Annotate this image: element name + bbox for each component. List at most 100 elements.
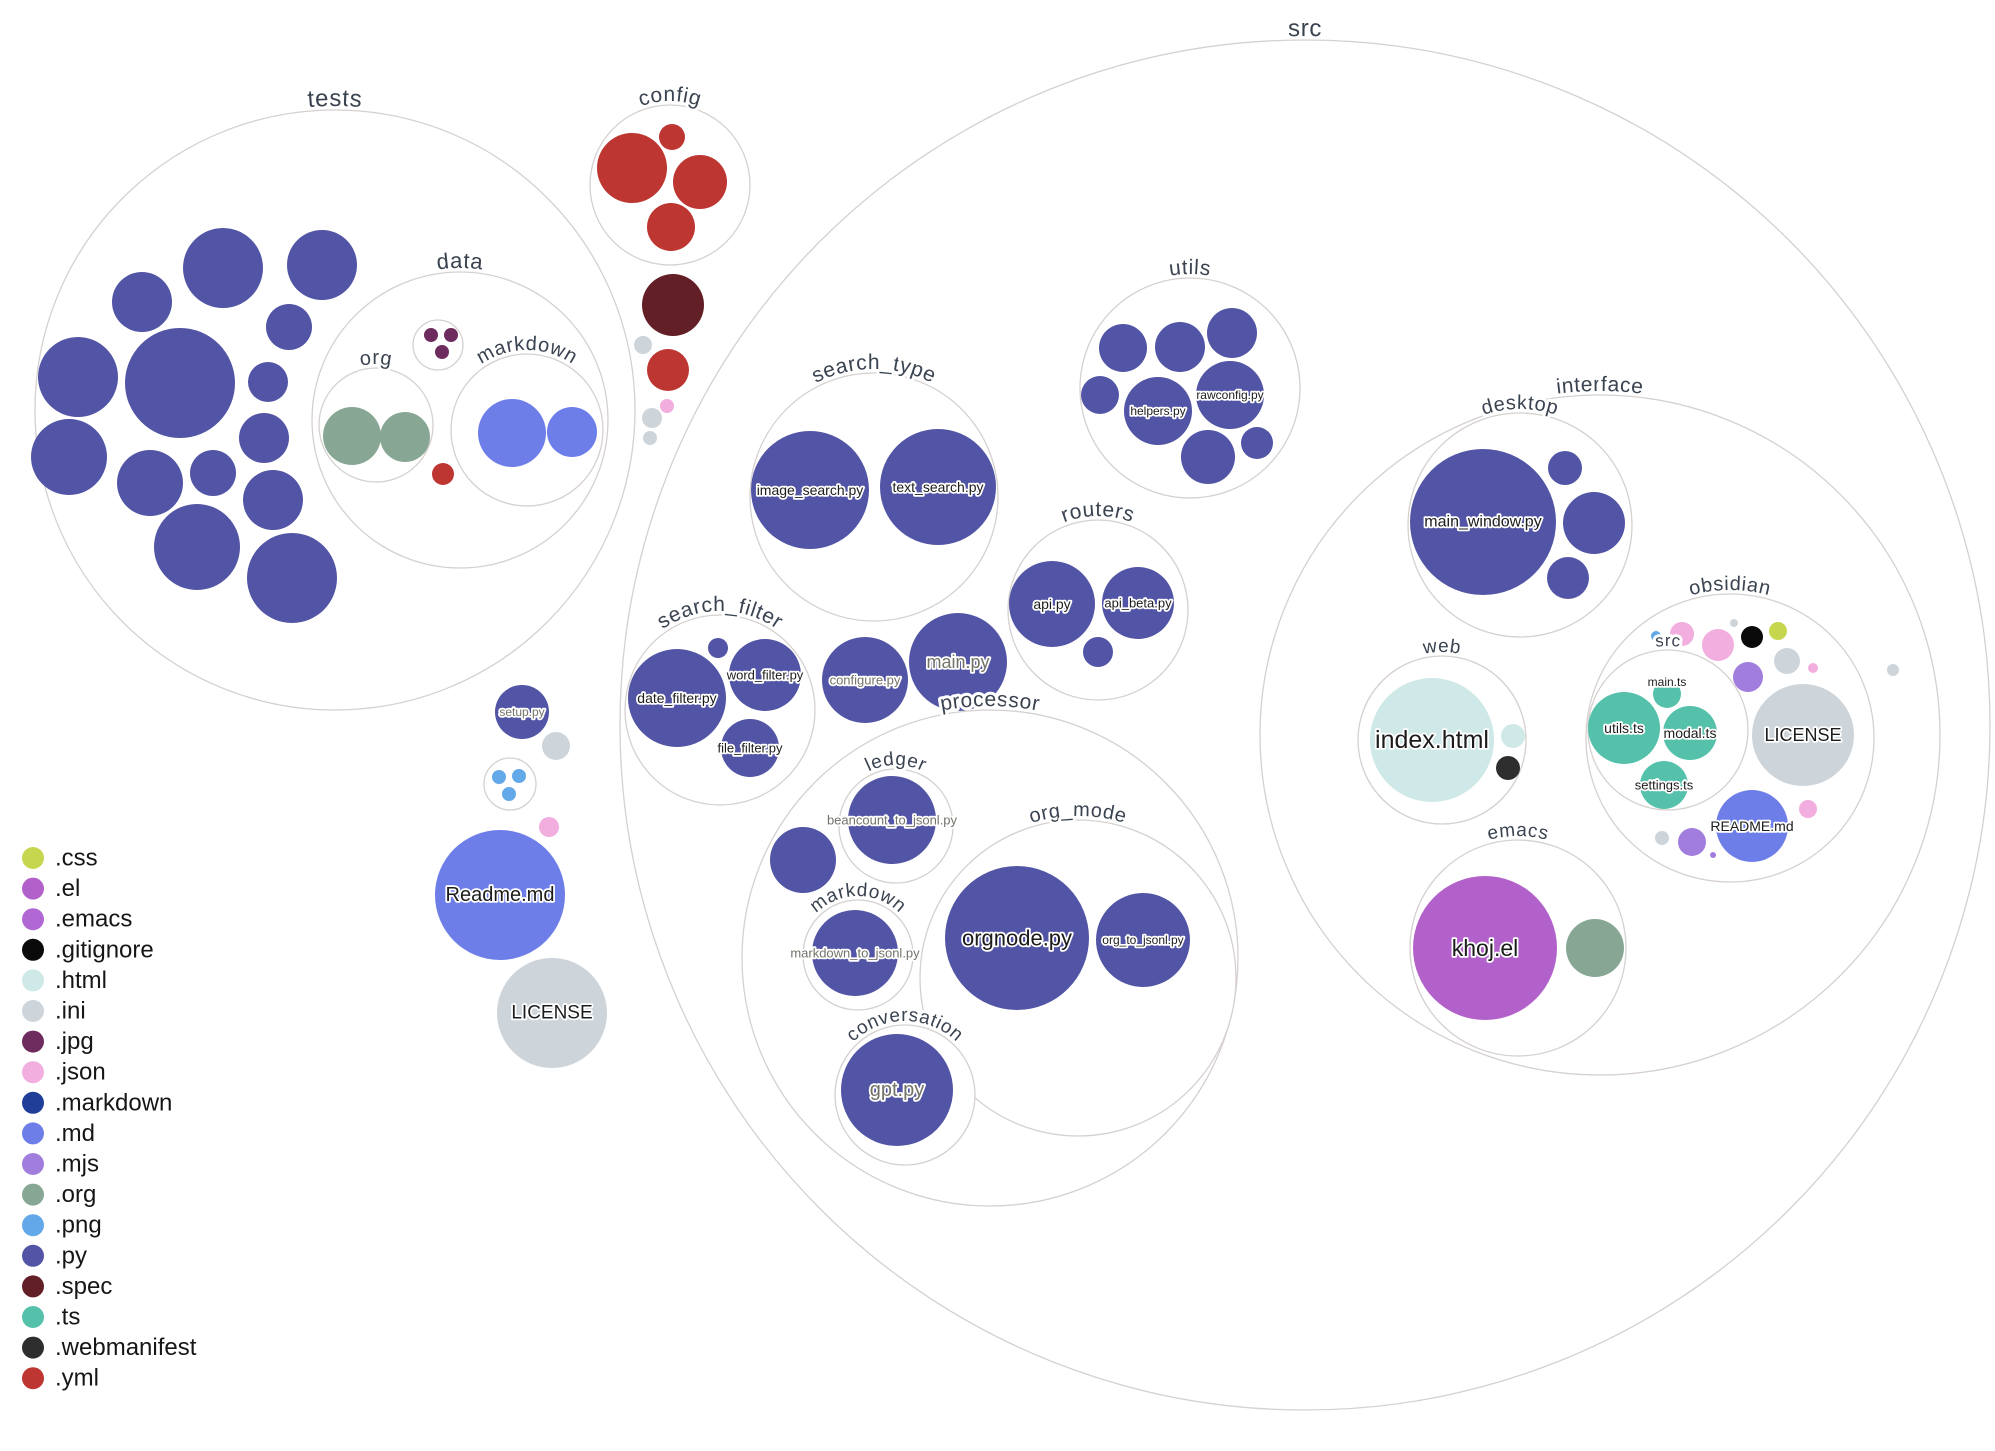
file-helpers-py-label: helpers.py [1130, 404, 1185, 418]
file-date-filter-py [628, 649, 726, 747]
file-py-file [1081, 376, 1119, 414]
legend-dot-png [22, 1214, 44, 1237]
legend-label-py: .py [55, 1242, 87, 1269]
file-tests-py-file [125, 328, 235, 438]
legend-dot-mjs [22, 1153, 44, 1175]
legend-label-spec: .spec [55, 1273, 112, 1300]
file-jpg-file [435, 345, 449, 359]
file-modal-ts-label: modal.ts [1664, 725, 1717, 741]
file-css-file [1769, 622, 1787, 640]
file-obsidian-readme-md-label: README.md [1710, 818, 1793, 834]
file-py-file [1563, 492, 1625, 554]
file-json-file [539, 817, 559, 837]
file-md-fixture-file [478, 399, 546, 467]
legend-label-el: .el [55, 875, 80, 902]
file-settings-ts-label: settings.ts [1635, 778, 1694, 793]
file-modal-ts [1663, 706, 1717, 760]
file-gpt-py-label: gpt.py [870, 1079, 924, 1101]
file-ini-file [1655, 831, 1669, 845]
file-obsidian-license-file [1752, 684, 1854, 786]
legend-dot-json [22, 1061, 44, 1084]
file-py-file [708, 638, 728, 658]
file-khoj-el [1413, 876, 1557, 1020]
file-mjs-file [1678, 828, 1706, 856]
file-py-file [1207, 308, 1257, 358]
file-org-file [1566, 919, 1624, 977]
file-png-file [512, 769, 526, 783]
folder-src-utils-label: utils [1168, 256, 1213, 281]
file-helpers-py [1124, 377, 1192, 445]
file-ini-file [1887, 664, 1899, 676]
legend-dot-css [22, 847, 44, 869]
folder-tests-data-label: data [435, 248, 485, 275]
legend-dot-md [22, 1122, 44, 1145]
file-py-file [1155, 322, 1205, 372]
legend-label-yml: .yml [55, 1365, 99, 1392]
file-tests-py-file [287, 230, 357, 300]
file-jpg-file [424, 328, 438, 342]
file-khoj-el-label: khoj.el [1452, 935, 1518, 961]
file-readme-md [435, 830, 565, 960]
legend-label-css: .css [55, 845, 98, 872]
file-ini-file [1774, 648, 1800, 674]
file-py-file [1099, 324, 1147, 372]
file-file-filter-py-label: file_filter.py [717, 741, 783, 756]
file-readme-md-label: Readme.md [446, 884, 555, 906]
file-markdown-to-jsonl-py [812, 910, 898, 996]
legend-label-jpg: .jpg [55, 1028, 94, 1055]
file-labels-layer: setup.py Readme.md LICENSE main.py configure… [444, 386, 1843, 1103]
file-index-html-label: index.html [1375, 726, 1489, 754]
legend-dot-gitignore [22, 938, 44, 961]
file-gitignore-file [1741, 626, 1763, 648]
folder-tests-data-org-label: org [358, 347, 394, 371]
file-json-file [1808, 663, 1818, 673]
file-tests-py-file [248, 362, 288, 402]
file-settings-ts [1640, 761, 1688, 809]
legend-dot-webmanifest [22, 1336, 44, 1359]
file-py-file [1548, 451, 1582, 485]
legend-label-mjs: .mjs [55, 1151, 99, 1178]
file-org-fixture-file [380, 412, 430, 462]
legend-dot-spec [22, 1275, 44, 1298]
file-png-file [492, 770, 506, 784]
legend-label-ini: .ini [55, 998, 86, 1025]
legend-dot-markdown [22, 1091, 44, 1114]
file-png-file [1651, 631, 1661, 641]
file-setup-py-label: setup.py [499, 705, 544, 719]
file-py-file [770, 827, 836, 893]
file-py-file [1181, 430, 1235, 484]
file-utils-ts [1588, 692, 1660, 764]
file-index-html [1370, 678, 1494, 802]
file-py-file [1547, 557, 1589, 599]
folder-tests-label: tests [307, 85, 364, 113]
legend-label-markdown: .markdown [55, 1089, 172, 1116]
file-ini-file [542, 732, 570, 760]
file-tests-py-file [243, 470, 303, 530]
folder-root-png-cluster-circle [483, 757, 537, 811]
file-png-file [502, 787, 516, 801]
file-tests-py-file [247, 533, 337, 623]
file-text-search-py-label: text_search.py [892, 479, 983, 495]
legend-label-png: .png [55, 1212, 102, 1239]
extension-legend: .css .el .emacs .gitignore .html .ini .jpg .jso… [22, 845, 197, 1392]
file-ini-file [634, 336, 652, 354]
file-markdown-to-jsonl-py-label: markdown_to_jsonl.py [790, 946, 920, 961]
file-api-beta-py-label: api_beta.py [1104, 596, 1172, 611]
folder-src-interface-web-label: web [1421, 636, 1463, 659]
file-yml-file [659, 124, 685, 150]
legend-label-html: .html [55, 967, 107, 994]
file-main-window-py-label: main_window.py [1424, 514, 1541, 531]
file-yml-file [647, 203, 695, 251]
file-beancount-to-jsonl-py [848, 776, 936, 864]
file-py-file [1083, 637, 1113, 667]
file-json-file [1670, 622, 1694, 646]
file-html-file [1501, 724, 1525, 748]
file-yml-file [432, 463, 454, 485]
file-api-beta-py [1102, 567, 1174, 639]
legend-label-gitignore: .gitignore [55, 936, 154, 963]
file-main-window-py [1410, 449, 1556, 595]
file-json-file [1799, 800, 1817, 818]
file-main-ts-label: main.ts [1648, 675, 1687, 689]
